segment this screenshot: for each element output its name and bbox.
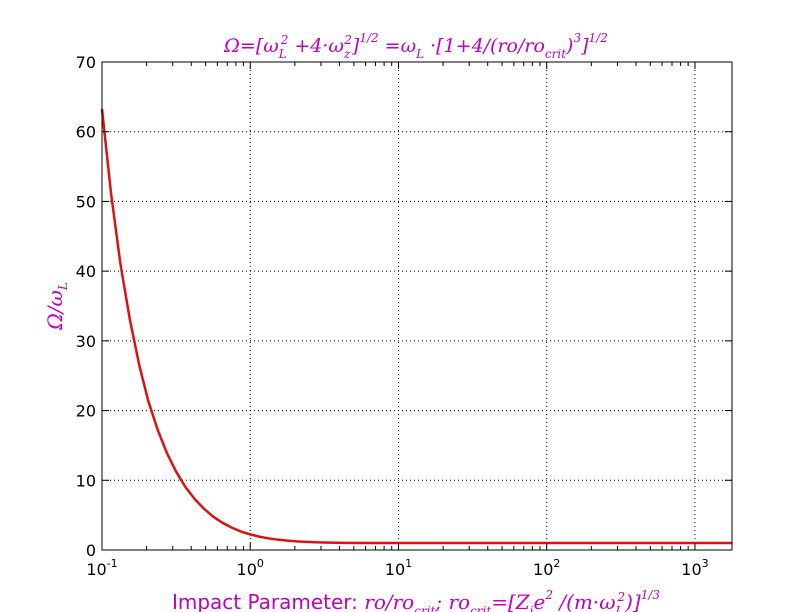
y-tick-label: 50	[76, 192, 96, 211]
x-tick-label: 101	[385, 557, 412, 579]
y-tick-label: 0	[86, 541, 96, 560]
x-tick-label: 100	[237, 557, 264, 579]
tick-marks	[101, 61, 732, 551]
tick-labels: 10-1 100 101 102 103 0 10 20 30 40 50 60 70	[76, 53, 709, 579]
x-tick-label: 102	[533, 557, 560, 579]
x-tick-label: 10-1	[86, 557, 117, 579]
grid-lines	[102, 62, 732, 550]
x-axis-label: Impact Parameter: ro/rocrit; rocrit=[Zie…	[172, 588, 660, 612]
y-tick-label: 20	[76, 402, 96, 421]
y-tick-label: 70	[76, 53, 96, 72]
y-tick-label: 60	[76, 123, 96, 142]
data-series	[100, 108, 732, 545]
x-tick-label: 103	[681, 557, 708, 579]
plot-frame	[101, 61, 733, 551]
chart-title: Ω=[ωL2 +4·ωz2]1/2 =ωL ·[1+4/(ro/rocrit)3…	[223, 31, 608, 61]
series-line	[100, 108, 732, 545]
y-tick-label: 40	[76, 262, 96, 281]
y-tick-label: 10	[76, 471, 96, 490]
y-axis-label: Ω/ωL	[43, 282, 70, 331]
y-tick-label: 30	[76, 332, 96, 351]
